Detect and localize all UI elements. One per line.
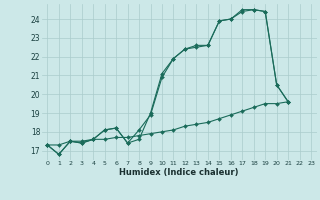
X-axis label: Humidex (Indice chaleur): Humidex (Indice chaleur): [119, 168, 239, 177]
